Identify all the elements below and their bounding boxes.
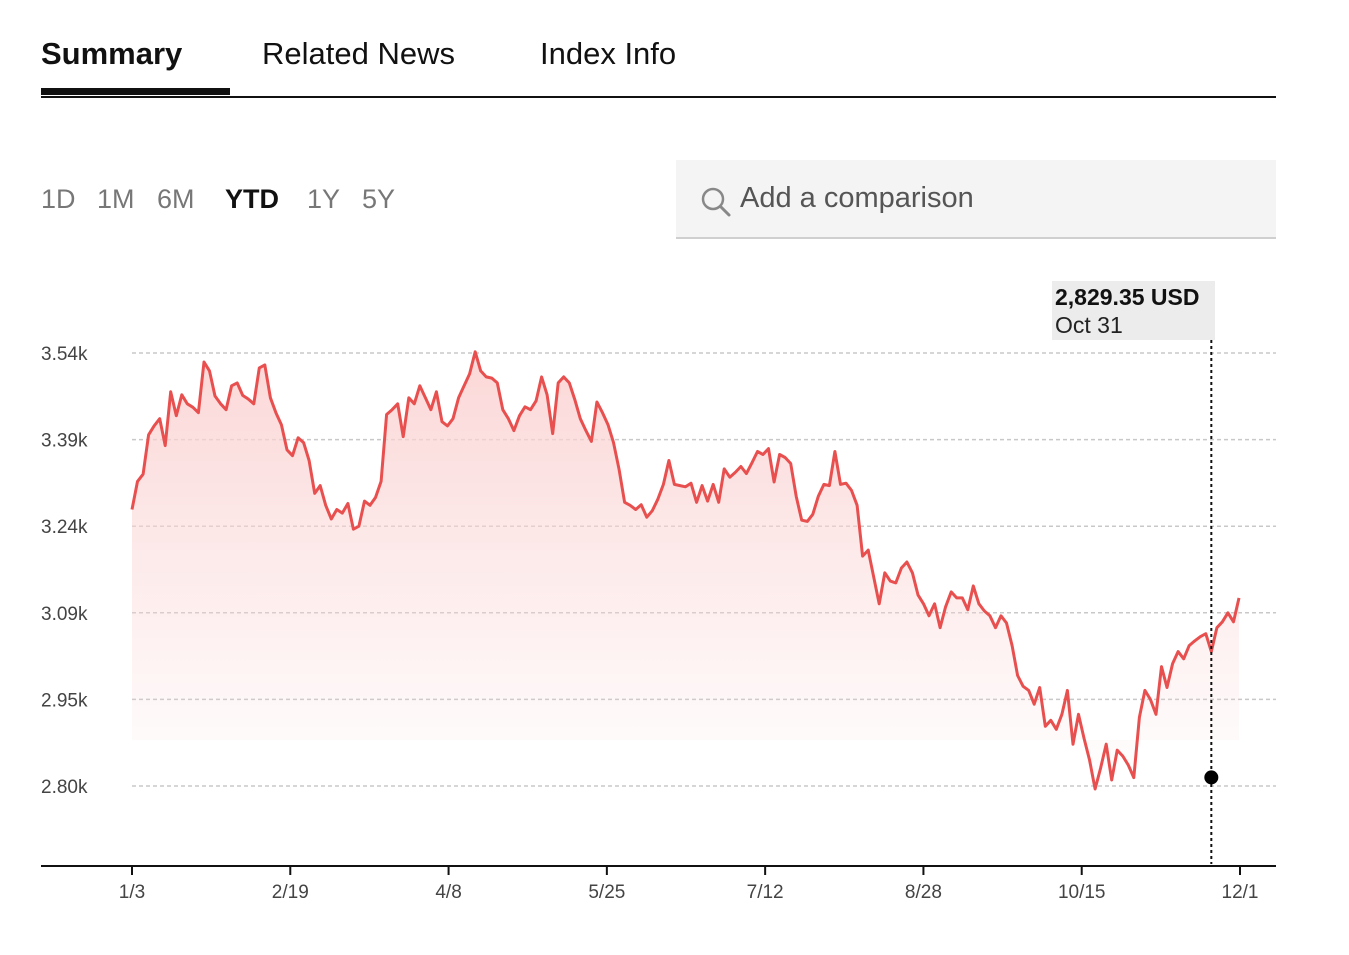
x-tick-label: 12/1 [1222, 882, 1259, 903]
range-1y-button[interactable]: 1Y [307, 184, 341, 214]
x-tick-label: 1/3 [119, 882, 145, 903]
range-6m-button[interactable]: 6M [157, 184, 195, 214]
comparison-search-box [676, 160, 1276, 239]
x-tick-label: 4/8 [435, 882, 461, 903]
x-tick-label: 7/12 [747, 882, 784, 903]
tab-related-news[interactable]: Related News [262, 36, 455, 71]
search-icon [701, 187, 731, 217]
active-tab-indicator [41, 88, 230, 95]
y-tick-label: 2.95k [41, 690, 88, 711]
y-tick-label: 3.54k [41, 344, 88, 365]
comparison-search-input[interactable] [740, 160, 1260, 237]
y-tick-label: 2.80k [41, 777, 88, 798]
tooltip-date: Oct 31 [1055, 312, 1123, 338]
x-tick-label: 5/25 [588, 882, 625, 903]
x-tick-label: 8/28 [905, 882, 942, 903]
y-tick-label: 3.39k [41, 431, 88, 452]
price-line [130, 350, 1241, 791]
range-1d-button[interactable]: 1D [41, 184, 76, 214]
range-1m-button[interactable]: 1M [97, 184, 135, 214]
price-area [132, 351, 1239, 789]
highlight-marker[interactable] [1204, 770, 1219, 785]
y-tick-label: 3.24k [41, 517, 88, 538]
tab-bar: Summary Related News Index Info [41, 0, 1276, 98]
price-tooltip: 2,829.35 USD Oct 31 [1052, 281, 1215, 340]
x-tick-label: 2/19 [272, 882, 309, 903]
range-5y-button[interactable]: 5Y [362, 184, 396, 214]
range-ytd-button[interactable]: YTD [225, 184, 279, 214]
x-tick-label: 10/15 [1058, 882, 1106, 903]
tooltip-value: 2,829.35 USD [1055, 284, 1200, 310]
y-tick-label: 3.09k [41, 604, 88, 625]
tab-index-info[interactable]: Index Info [540, 36, 677, 71]
tab-summary[interactable]: Summary [41, 36, 183, 71]
